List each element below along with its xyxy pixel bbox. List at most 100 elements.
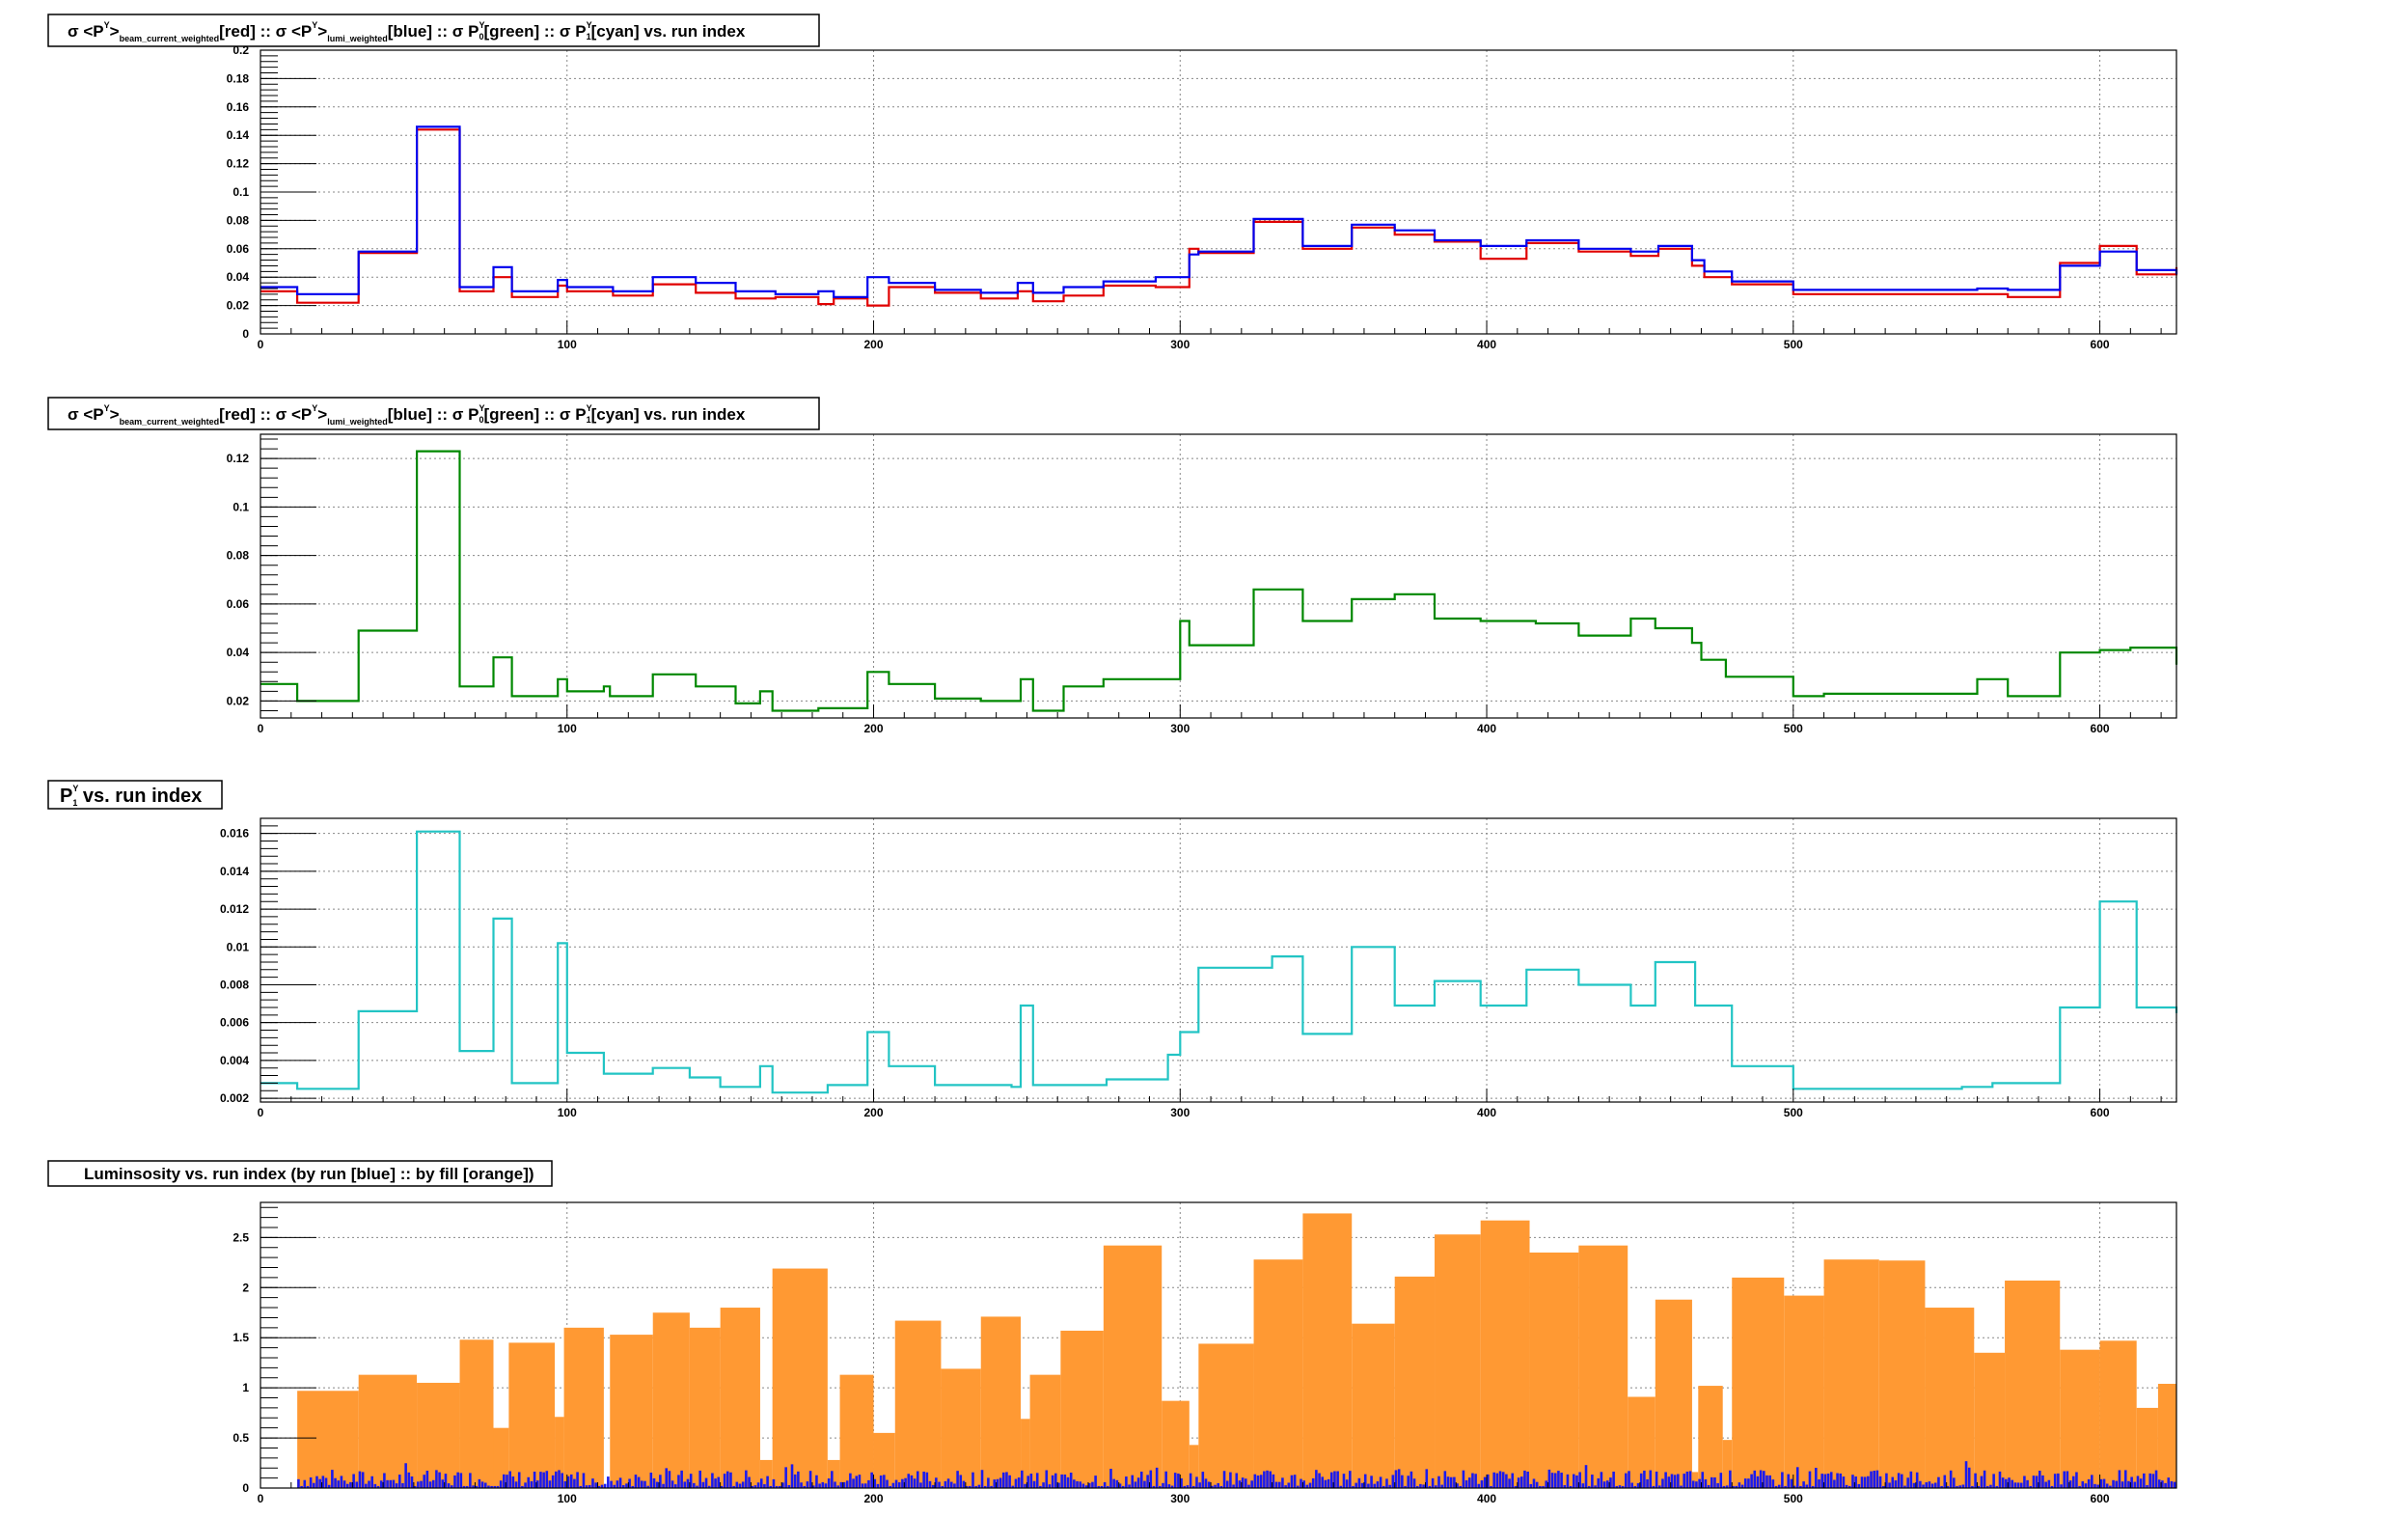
panel4-run-bar [1487,1474,1490,1488]
panel4-run-bar [904,1477,907,1488]
panel4-run-bar [1685,1471,1689,1488]
panel2-title-sub2: lumi_weighted [327,417,388,427]
panel4-run-bar [1272,1474,1275,1488]
panel2-ytick-label-3: 0.08 [227,549,250,563]
panel4-run-bar [1729,1470,1732,1488]
panel4-run-bar [946,1478,950,1488]
svg-text:Luminsosity vs. run index (by: Luminsosity vs. run index (by run [blue]… [84,1165,534,1183]
panel4-run-bar [641,1480,643,1488]
panel4-run-bar [1771,1479,1775,1488]
panel4-run-bar [1029,1474,1033,1488]
panel3-xtick-label-2: 200 [864,1106,884,1119]
panel4-run-bar [517,1472,521,1488]
panel4-run-bar [956,1471,959,1488]
panel4-run-bar [759,1478,763,1488]
panel4-run-bar [1091,1481,1094,1488]
panel4-run-bar [1492,1472,1495,1488]
panel4-run-bar [1740,1484,1744,1488]
panel4-fill-bar-43 [1878,1260,1926,1488]
panel4-run-bar [965,1485,969,1488]
panel4-run-bar [2060,1484,2063,1488]
panel4-run-bar [1569,1485,1573,1488]
panel4-run-bar [1713,1476,1716,1488]
panel4-fill-bar-15 [839,1374,874,1488]
panel4-run-bar [925,1472,929,1488]
panel2-title-part15: [cyan] vs. run index [591,405,746,424]
panel4-run-bar [1483,1476,1487,1488]
panel4-run-bar [1750,1474,1753,1488]
panel4-run-bar [1183,1485,1187,1488]
panel4-run-bar [941,1485,944,1488]
panel4-run-bar [1519,1476,1523,1488]
panel4-run-bar [769,1485,773,1488]
panel4-run-bar [2029,1485,2033,1488]
panel4-run-bar [1526,1471,1529,1488]
panel4-run-bar [1039,1485,1042,1488]
panel4-run-bar [1057,1482,1060,1488]
panel4-run-bar [836,1485,839,1488]
panel4-fill-bar-49 [2136,1407,2158,1488]
panel4-run-bar [1195,1476,1198,1488]
panel4-run-bar [417,1481,420,1488]
panel4-run-bar [1881,1485,1885,1488]
panel4-run-bar [711,1473,714,1488]
panel4-run-bar [1738,1482,1741,1488]
panel4-run-bar [2093,1483,2096,1488]
panel4-run-bar [1992,1474,1995,1488]
panel4-run-bar [318,1478,321,1488]
panel4-run-bar [2063,1471,2066,1488]
panel4-run-bar [753,1485,757,1488]
panel4-run-bar [2053,1474,2057,1488]
panel2-title-sub3: 0 [479,415,484,425]
panel4-run-bar [616,1480,619,1488]
panel4-run-bar [1204,1478,1208,1488]
panel4-run-bar [2001,1477,2005,1488]
panel1-xtick-label-5: 500 [1784,338,1803,351]
panel4-fill-bar-8 [610,1335,653,1488]
panel4-run-bar [447,1483,451,1488]
panel2-title-sup1: Y [104,403,110,413]
panel4-run-bar [910,1475,914,1488]
panel4-fill-bar-7 [563,1327,604,1488]
panel4-run-bar [1539,1485,1542,1488]
panel4-run-bar [1352,1485,1354,1488]
panel4-run-bar [1621,1485,1625,1488]
panel4-run-bar [459,1473,463,1488]
panel4-run-bar [1287,1482,1291,1488]
panel4-title-part1: Luminsosity vs. run index (by run [blue]… [84,1165,534,1183]
panel4-run-bar [358,1471,362,1488]
panel3-title-part4: vs. run index [77,786,202,807]
panel4-run-bar [1367,1483,1370,1488]
panel4-run-bar [1021,1470,1024,1488]
panel4-run-bar [551,1475,555,1488]
panel4-run-bar [355,1481,359,1488]
panel4-run-bar [1269,1471,1272,1488]
panel4-run-bar [1833,1479,1836,1488]
panel4-run-bar [919,1482,922,1488]
panel4-run-bar [478,1478,481,1488]
panel2-xtick-label-4: 400 [1477,722,1496,735]
panel4-run-bar [420,1480,423,1488]
panel4-run-bar [2019,1482,2023,1488]
panel4-run-bar [413,1485,417,1488]
panel4-run-bar [1167,1484,1171,1488]
panel4-run-bar [949,1481,953,1488]
panel4-run-bar [1818,1479,1820,1488]
panel4-run-bar [496,1485,500,1488]
panel4-run-bar [327,1484,331,1488]
panel4-run-bar [545,1471,549,1488]
panel4-run-bar [2151,1474,2155,1488]
panel4-run-bar [1628,1471,1630,1488]
panel4-run-bar [944,1480,947,1488]
panel4-run-bar [1373,1483,1377,1488]
panel4-run-bar [573,1478,576,1488]
panel4-run-bar [1587,1485,1591,1488]
panel3-title-sub1: 1 [72,798,77,808]
panel4-run-bar [334,1477,337,1488]
panel3-title-part1: P [60,786,72,807]
panel3-xtick-label-4: 400 [1477,1106,1496,1119]
panel4-run-bar [1079,1481,1081,1488]
panel4-run-bar [2032,1476,2036,1488]
panel4-run-bar [438,1472,441,1488]
panel4-run-bar [1903,1485,1906,1488]
